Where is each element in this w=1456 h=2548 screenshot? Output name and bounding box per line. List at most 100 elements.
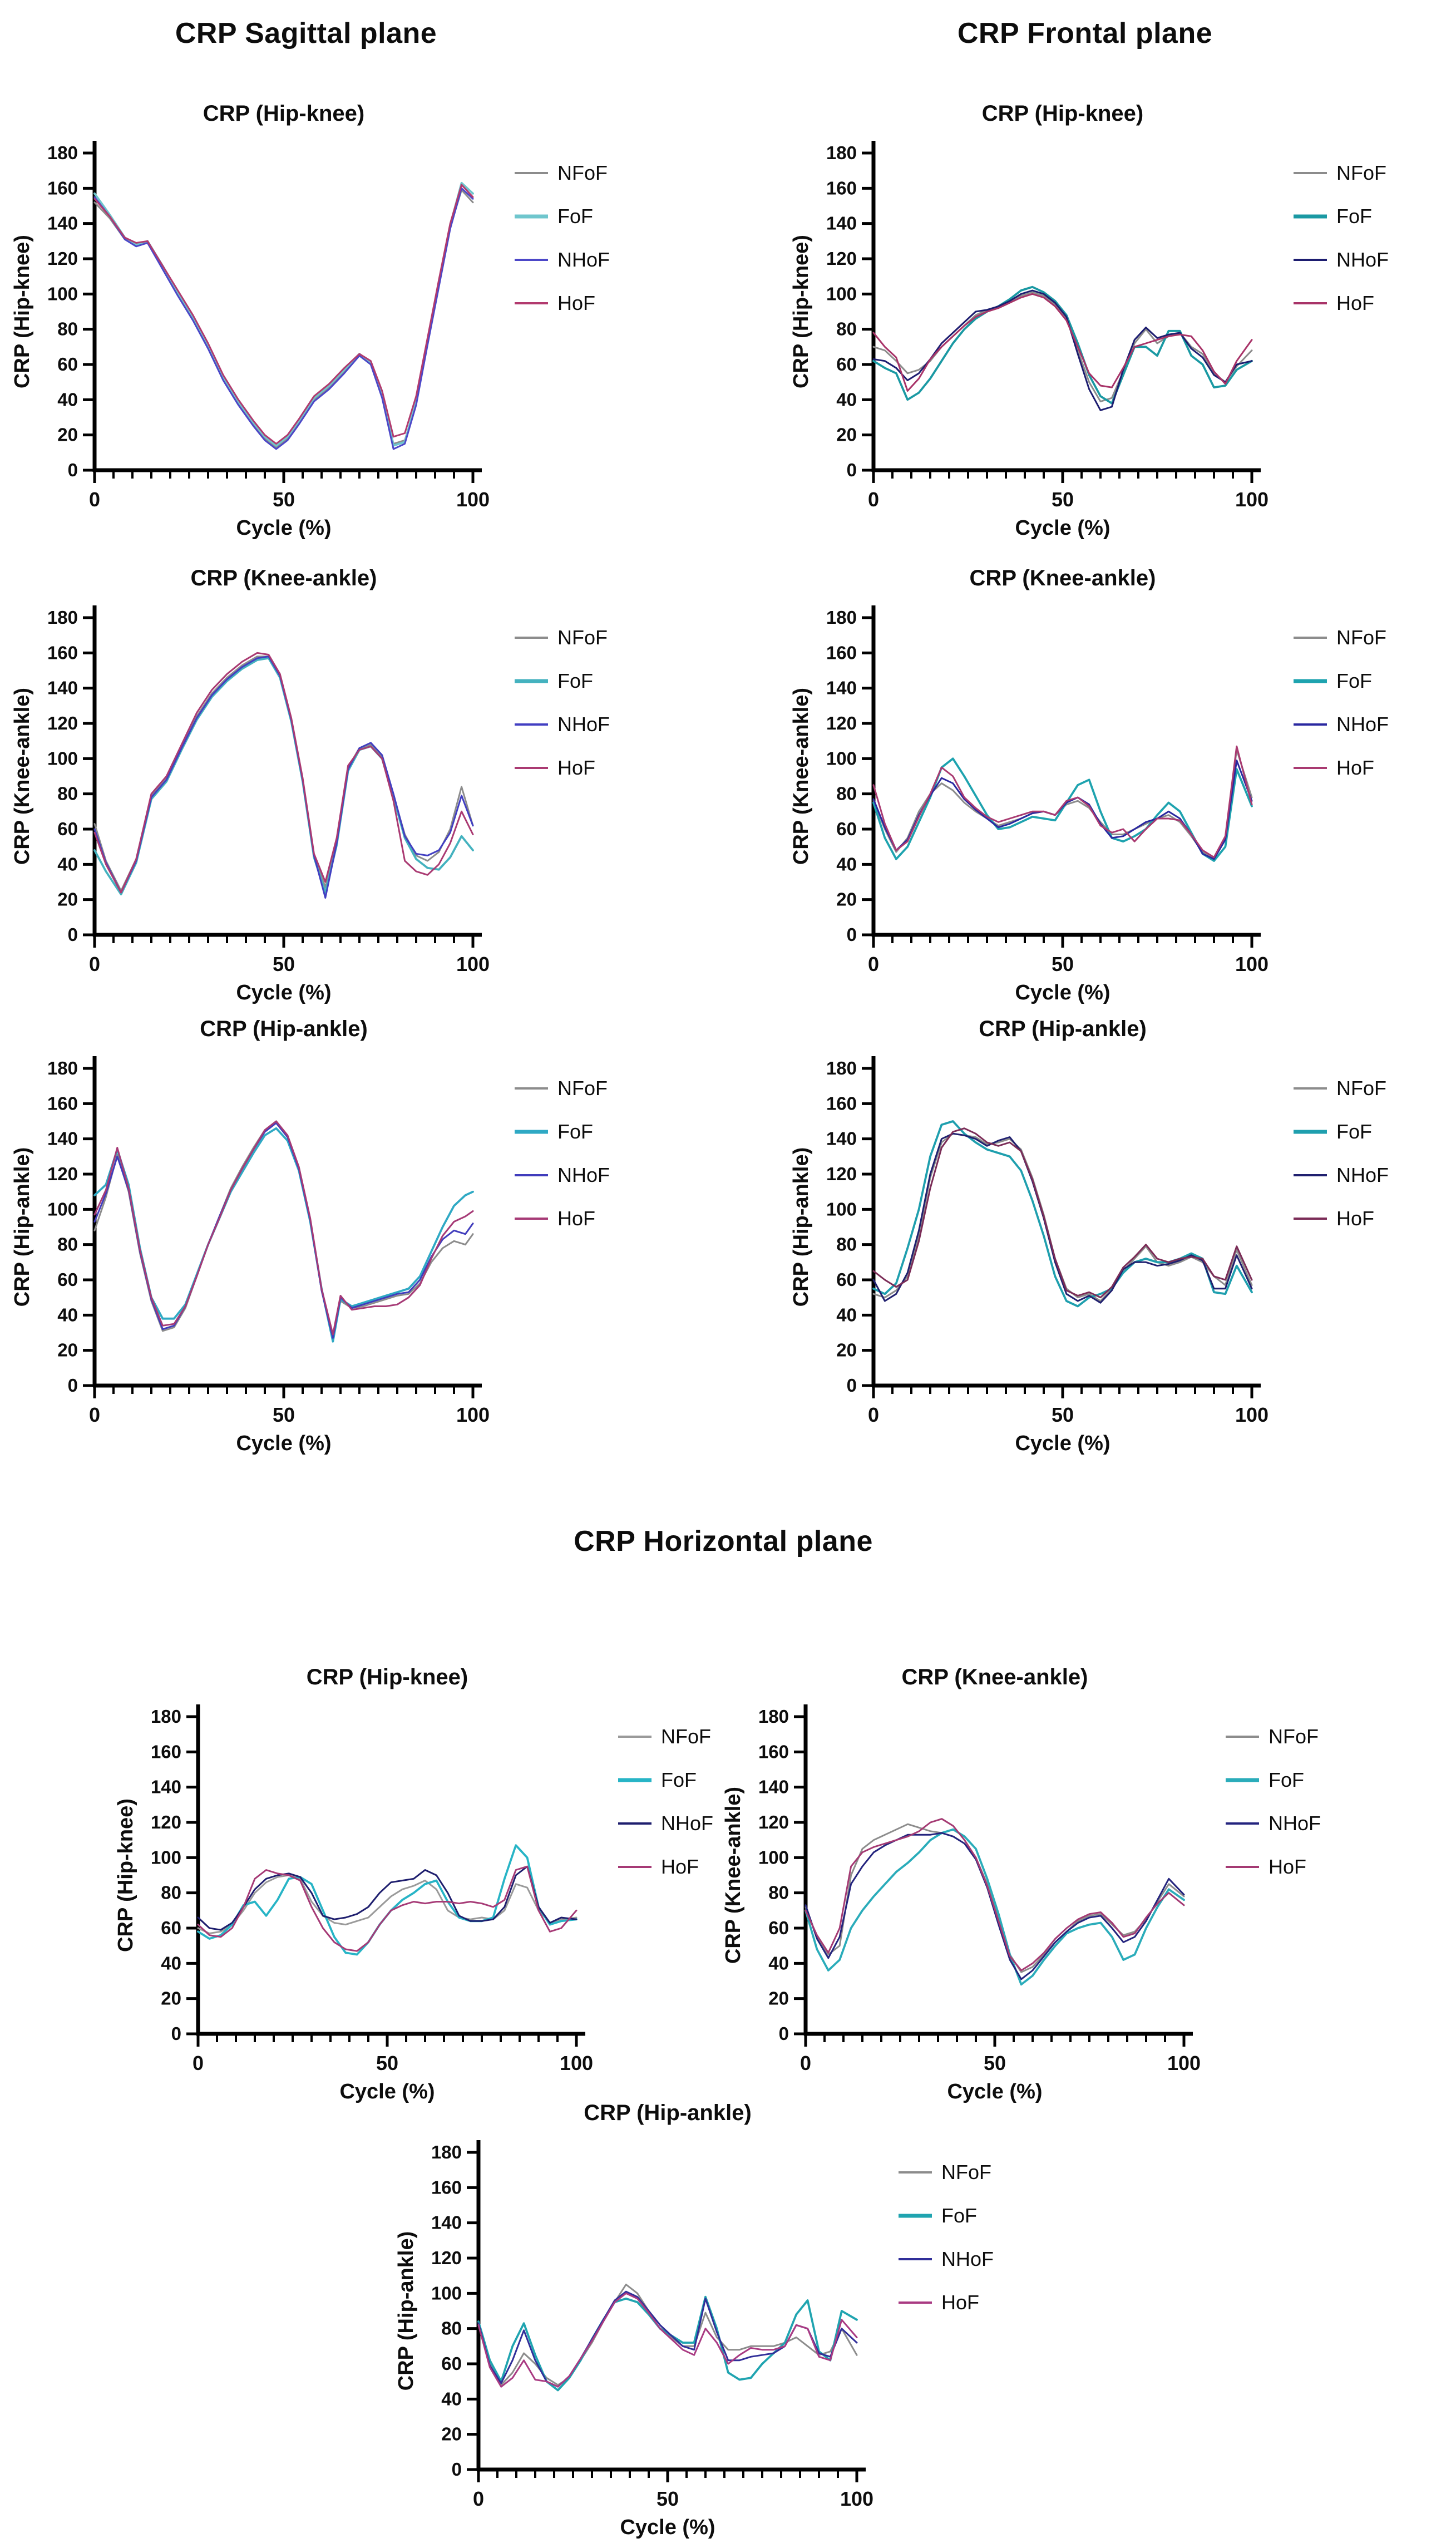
legend-label-nhof: NHoF xyxy=(557,713,610,736)
chart-title: CRP (Knee-ankle) xyxy=(902,1665,1088,1689)
x-tick-label: 100 xyxy=(1235,488,1269,511)
chart-frontal-knee-ankle: CRP (Knee-ankle) 0 20 40 60 80 100 120 140 160 180… xyxy=(779,551,1456,1013)
y-tick-label: 80 xyxy=(57,319,78,339)
series-line-fof xyxy=(477,2295,858,2392)
chart-svg: CRP (Knee-ankle) 0 20 40 60 80 100 120 140 160 180… xyxy=(789,566,1389,1004)
y-axis-label: CRP (Knee-ankle) xyxy=(722,1787,745,1964)
y-tick-label: 100 xyxy=(826,283,857,304)
x-axis-label: Cycle (%) xyxy=(236,516,331,540)
y-tick-label: 120 xyxy=(826,713,857,733)
chart-svg: CRP (Knee-ankle) 0 20 40 60 80 100 120 140 160 180… xyxy=(11,566,610,1004)
legend-label-nfof: NFoF xyxy=(557,626,608,649)
y-tick-label: 100 xyxy=(151,1847,181,1867)
y-tick-label: 20 xyxy=(57,889,78,910)
y-tick-label: 180 xyxy=(47,1058,78,1078)
x-tick-label: 0 xyxy=(89,488,100,511)
x-axis-label: Cycle (%) xyxy=(236,1432,331,1455)
legend-label-fof: FoF xyxy=(557,1120,593,1143)
y-tick-label: 140 xyxy=(151,1777,181,1797)
y-tick-label: 40 xyxy=(161,1953,181,1973)
y-tick-label: 160 xyxy=(826,178,857,198)
x-axis-label: Cycle (%) xyxy=(1015,981,1110,1004)
y-tick-label: 20 xyxy=(57,1340,78,1361)
chart-title: CRP (Knee-ankle) xyxy=(191,566,377,590)
x-tick-label: 0 xyxy=(89,1403,100,1426)
x-tick-label: 0 xyxy=(89,953,100,975)
y-tick-label: 140 xyxy=(47,678,78,698)
y-tick-label: 180 xyxy=(151,1706,181,1727)
x-tick-label: 50 xyxy=(1052,953,1074,975)
legend-label-fof: FoF xyxy=(1269,1768,1304,1791)
series-line-fof xyxy=(804,1828,1185,1986)
y-tick-label: 0 xyxy=(847,460,857,480)
y-tick-label: 20 xyxy=(441,2424,462,2444)
y-tick-label: 160 xyxy=(47,642,78,663)
y-axis-label: CRP (Hip-knee) xyxy=(114,1798,137,1952)
legend-label-hof: HoF xyxy=(557,292,595,314)
chart-title: CRP (Hip-ankle) xyxy=(200,1017,368,1041)
y-tick-label: 0 xyxy=(847,1375,857,1396)
x-tick-label: 0 xyxy=(868,1403,879,1426)
y-tick-label: 120 xyxy=(826,248,857,269)
chart-horizontal-knee-ankle: CRP (Knee-ankle) 0 20 40 60 80 100 120 140 160 180… xyxy=(711,1650,1412,2112)
legend-label-nhof: NHoF xyxy=(661,1812,713,1835)
legend-label-nhof: NHoF xyxy=(941,2248,994,2270)
legend-label-fof: FoF xyxy=(1336,669,1372,692)
y-tick-label: 80 xyxy=(836,319,857,339)
chart-svg: CRP (Hip-knee) 0 20 40 60 80 100 120 140 160 180 0 5… xyxy=(114,1665,713,2103)
y-tick-label: 160 xyxy=(431,2177,462,2197)
legend-label-fof: FoF xyxy=(557,669,593,692)
chart-svg: CRP (Hip-ankle) 0 20 40 60 80 100 120 140 160 180 0… xyxy=(11,1017,610,1455)
series-line-nfof xyxy=(93,1120,474,1337)
y-tick-label: 0 xyxy=(171,2023,181,2044)
x-tick-label: 50 xyxy=(376,2052,398,2074)
chart-title: CRP (Hip-ankle) xyxy=(584,2101,752,2125)
y-tick-label: 40 xyxy=(57,389,78,410)
y-tick-label: 100 xyxy=(47,1199,78,1219)
x-tick-label: 50 xyxy=(657,2487,679,2510)
y-tick-label: 60 xyxy=(836,354,857,374)
x-tick-label: 100 xyxy=(456,488,490,511)
x-tick-label: 50 xyxy=(273,1403,295,1426)
y-tick-label: 20 xyxy=(57,425,78,445)
y-axis-label: CRP (Hip-ankle) xyxy=(789,1147,813,1307)
y-tick-label: 140 xyxy=(826,213,857,234)
x-tick-label: 100 xyxy=(840,2487,873,2510)
y-tick-label: 100 xyxy=(826,748,857,768)
series-line-hof xyxy=(93,652,474,894)
series-line-nhof xyxy=(93,1122,474,1339)
x-axis-label: Cycle (%) xyxy=(947,2080,1042,2103)
x-axis-label: Cycle (%) xyxy=(236,981,331,1004)
y-tick-label: 40 xyxy=(836,854,857,874)
y-tick-label: 80 xyxy=(161,1882,181,1903)
x-tick-label: 100 xyxy=(560,2052,593,2074)
legend-label-nhof: NHoF xyxy=(557,248,610,271)
chart-horizontal-hip-knee: CRP (Hip-knee) 0 20 40 60 80 100 120 140 160 180 0 5… xyxy=(103,1650,804,2112)
series-line-nfof xyxy=(93,189,474,449)
x-axis-label: Cycle (%) xyxy=(620,2516,715,2539)
legend-label-nhof: NHoF xyxy=(1269,1812,1321,1835)
y-tick-label: 140 xyxy=(431,2212,462,2233)
y-tick-label: 140 xyxy=(826,678,857,698)
chart-frontal-hip-ankle: CRP (Hip-ankle) 0 20 40 60 80 100 120 140 160 180 0… xyxy=(779,1002,1456,1463)
series-line-fof xyxy=(872,757,1253,862)
y-axis-label: CRP (Knee-ankle) xyxy=(789,688,813,865)
y-tick-label: 60 xyxy=(768,1918,789,1938)
series-line-nhof xyxy=(477,2290,858,2388)
y-tick-label: 80 xyxy=(57,783,78,804)
legend-label-hof: HoF xyxy=(557,756,595,779)
y-tick-label: 40 xyxy=(57,854,78,874)
y-tick-label: 80 xyxy=(768,1882,789,1903)
y-tick-label: 40 xyxy=(836,389,857,410)
x-tick-label: 100 xyxy=(456,1403,490,1426)
x-tick-label: 100 xyxy=(1235,953,1269,975)
legend-label-nfof: NFoF xyxy=(557,1077,608,1100)
y-tick-label: 0 xyxy=(68,1375,78,1396)
y-tick-label: 20 xyxy=(836,425,857,445)
y-tick-label: 100 xyxy=(826,1199,857,1219)
section-title-horizontal-plane: CRP Horizontal plane xyxy=(574,1525,873,1558)
x-axis-label: Cycle (%) xyxy=(339,2080,435,2103)
y-tick-label: 60 xyxy=(57,819,78,839)
y-tick-label: 160 xyxy=(151,1741,181,1762)
y-tick-label: 140 xyxy=(758,1777,789,1797)
